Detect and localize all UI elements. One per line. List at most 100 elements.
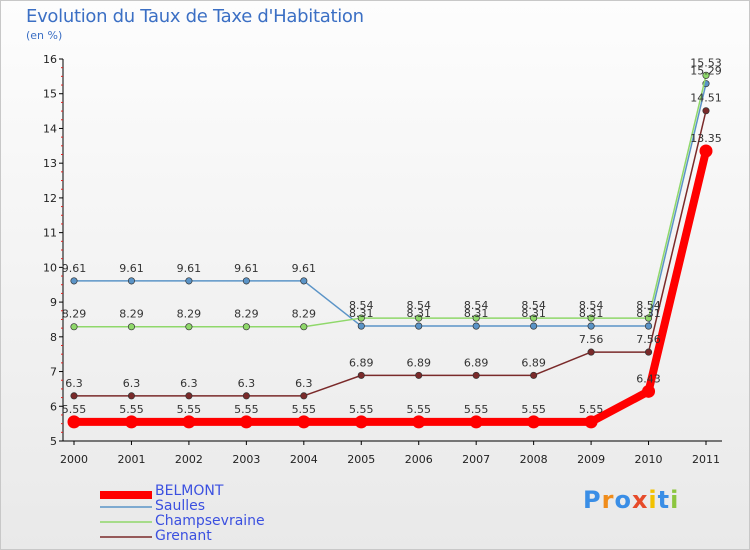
legend-swatch-champsevraine (100, 521, 152, 523)
legend-swatch-grenant (100, 536, 152, 538)
data-point-saulles (127, 277, 136, 285)
data-label-belmont: 5.55 (119, 403, 144, 416)
x-tick-label: 2000 (60, 453, 88, 466)
data-label-saulles: 9.61 (119, 262, 144, 275)
data-label-grenant: 6.3 (180, 377, 198, 390)
data-label-grenant: 6.89 (521, 356, 546, 369)
legend-swatch-belmont (100, 491, 152, 499)
data-point-saulles (472, 322, 480, 330)
series-line-grenant (74, 110, 707, 397)
data-label-belmont: 5.55 (62, 403, 87, 416)
data-label-belmont: 5.55 (177, 403, 202, 416)
data-point-grenant (357, 371, 365, 379)
data-point-champsevraine (530, 314, 538, 322)
data-point-grenant (242, 392, 250, 400)
logo-letter: P (583, 486, 602, 514)
data-label-belmont: 6.43 (636, 372, 661, 385)
series-line-saulles (74, 83, 707, 327)
data-point-grenant (702, 107, 710, 115)
data-point-champsevraine (644, 314, 653, 322)
data-point-grenant (587, 348, 595, 356)
data-label-grenant: 6.89 (406, 356, 431, 369)
data-label-belmont: 5.55 (292, 403, 317, 416)
logo-letter: i (670, 486, 680, 514)
data-label-champsevraine: 8.54 (636, 299, 661, 312)
data-point-grenant (185, 392, 193, 400)
data-point-grenant (415, 371, 423, 379)
data-label-grenant: 7.56 (636, 333, 661, 346)
y-tick-label: 5 (50, 435, 57, 448)
y-tick-label: 8 (50, 331, 57, 344)
data-label-saulles: 9.61 (292, 262, 317, 275)
data-point-saulles (644, 322, 653, 330)
data-label-grenant: 14.51 (690, 92, 722, 105)
legend-label: Saulles (155, 498, 206, 514)
logo-letter: x (631, 486, 649, 514)
data-point-saulles (300, 277, 308, 285)
series-line-belmont (74, 150, 710, 426)
data-point-champsevraine (702, 71, 710, 79)
data-label-champsevraine: 8.29 (292, 308, 317, 321)
data-label-grenant: 6.3 (238, 377, 256, 390)
data-label-belmont: 5.55 (521, 403, 546, 416)
data-label-saulles: 9.61 (234, 262, 259, 275)
data-label-champsevraine: 8.54 (464, 299, 489, 312)
x-tick-label: 2004 (290, 453, 318, 466)
logo-letter: o (614, 486, 632, 514)
y-tick-label: 15 (43, 88, 57, 101)
data-label-saulles: 8.31 (521, 307, 546, 320)
proxiti-logo: Proxiti (583, 486, 679, 514)
x-tick-label: 2009 (577, 453, 605, 466)
data-point-grenant (70, 392, 78, 400)
data-label-grenant: 6.3 (123, 377, 141, 390)
data-label-grenant: 6.89 (349, 356, 374, 369)
x-tick-label: 2003 (232, 453, 260, 466)
y-tick-label: 6 (50, 400, 57, 413)
data-point-saulles (70, 277, 78, 285)
y-tick-label: 7 (50, 366, 57, 379)
y-tick-label: 10 (43, 261, 57, 274)
data-label-grenant: 6.3 (65, 377, 83, 390)
data-label-saulles: 8.31 (636, 307, 661, 320)
data-point-champsevraine (242, 323, 250, 331)
data-point-belmont (354, 415, 368, 429)
data-point-saulles (357, 322, 365, 330)
data-label-grenant: 7.56 (579, 333, 604, 346)
data-label-belmont: 5.55 (234, 403, 259, 416)
data-label-belmont: 13.35 (690, 132, 722, 145)
y-tick-label: 14 (43, 122, 57, 135)
data-point-belmont (527, 415, 541, 429)
logo-letter: t (657, 486, 671, 514)
data-label-belmont: 5.55 (406, 403, 431, 416)
data-label-belmont: 5.55 (349, 403, 374, 416)
legend-label: Grenant (155, 528, 212, 544)
data-point-belmont (239, 415, 253, 429)
series-line-champsevraine (74, 75, 707, 328)
data-point-belmont (469, 415, 483, 429)
data-point-champsevraine (300, 323, 308, 331)
data-point-belmont (67, 415, 81, 429)
x-tick-label: 2005 (347, 453, 375, 466)
data-label-saulles: 8.31 (406, 307, 431, 320)
x-tick-label: 2002 (175, 453, 203, 466)
x-tick-label: 2008 (520, 453, 548, 466)
legend-label: BELMONT (155, 483, 224, 499)
data-point-saulles (185, 277, 193, 285)
data-label-champsevraine: 15.53 (690, 56, 722, 69)
logo-letter: r (601, 486, 615, 514)
y-tick-label: 13 (43, 157, 57, 170)
data-point-belmont (584, 415, 598, 429)
data-label-champsevraine: 8.29 (234, 308, 259, 321)
data-label-saulles: 9.61 (62, 262, 87, 275)
data-point-champsevraine (70, 323, 78, 331)
data-point-champsevraine (587, 314, 595, 322)
data-label-saulles: 8.31 (464, 307, 489, 320)
data-point-grenant (472, 371, 480, 379)
logo-letter: i (648, 486, 658, 514)
data-point-grenant (300, 392, 308, 400)
data-label-champsevraine: 8.29 (177, 308, 202, 321)
y-tick-label: 9 (50, 296, 57, 309)
chart-subtitle: (en %) (26, 29, 63, 42)
